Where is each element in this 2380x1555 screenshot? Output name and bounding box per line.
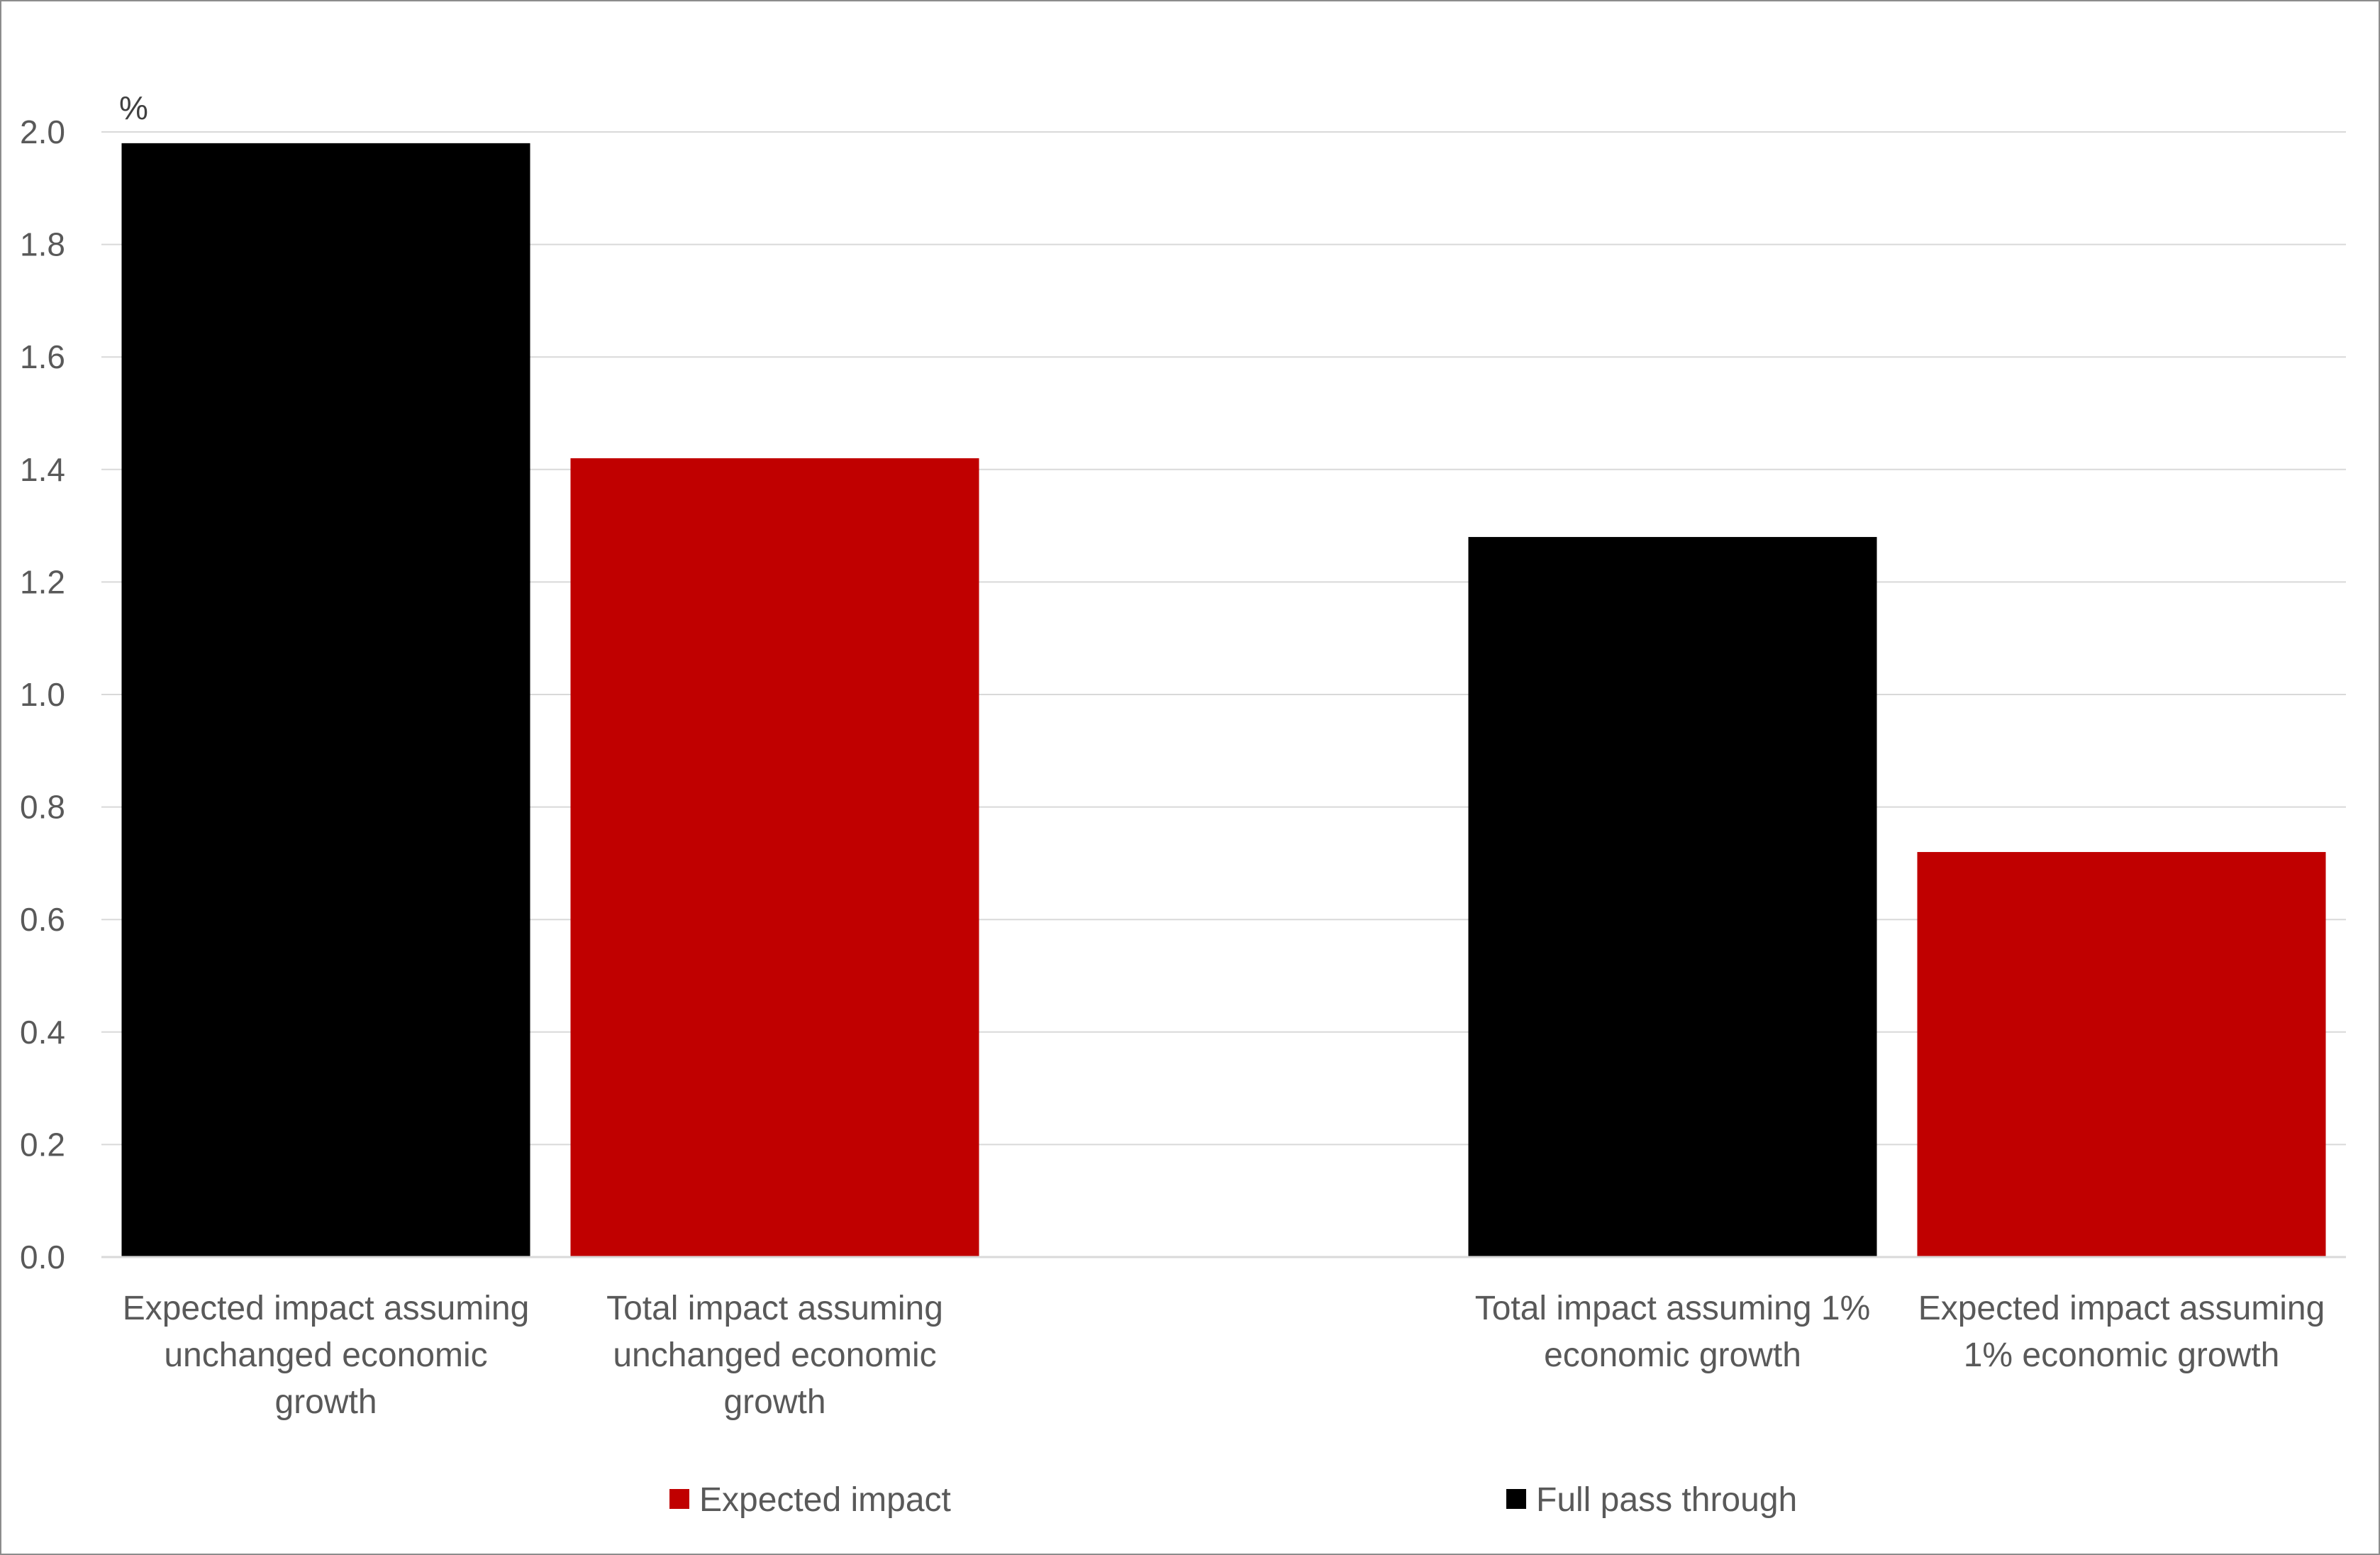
y-tick-label: 2.0 — [20, 114, 65, 150]
category-label: economic growth — [1544, 1337, 1801, 1374]
category-label: Total impact assuming 1% — [1475, 1290, 1871, 1327]
y-tick-label: 1.4 — [20, 451, 65, 488]
y-tick-label: 1.2 — [20, 563, 65, 600]
bar-full-pass-through — [1468, 536, 1877, 1257]
category-label: growth — [723, 1383, 825, 1421]
y-tick-label: 1.8 — [20, 226, 65, 263]
category-label: unchanged economic — [164, 1337, 487, 1374]
bar-expected-impact — [1917, 852, 2326, 1257]
y-axis-tick-labels: 0.0 0.2 0.4 0.6 0.8 1.0 1.2 1.4 1.6 1.8 2.0 — [20, 114, 65, 1275]
y-tick-label: 0.0 — [20, 1239, 65, 1275]
category-label: Total impact assuming — [606, 1290, 943, 1327]
legend-swatch — [1506, 1489, 1526, 1509]
category-label: unchanged economic — [613, 1337, 936, 1374]
y-tick-label: 0.2 — [20, 1126, 65, 1163]
bar-expected-impact — [570, 458, 979, 1258]
category-label: Expected impact assuming — [123, 1290, 530, 1327]
legend: Expected impact Full pass through — [669, 1481, 1797, 1519]
category-label: growth — [274, 1383, 377, 1421]
y-tick-label: 1.0 — [20, 676, 65, 713]
legend-label: Expected impact — [699, 1481, 951, 1519]
y-tick-label: 0.6 — [20, 901, 65, 938]
y-tick-label: 0.4 — [20, 1014, 65, 1051]
y-tick-label: 0.8 — [20, 789, 65, 826]
bar-full-pass-through — [121, 143, 530, 1258]
legend-label: Full pass through — [1536, 1481, 1797, 1519]
bars — [121, 143, 2326, 1258]
legend-swatch — [669, 1489, 689, 1509]
category-labels: Expected impact assuming unchanged econom… — [123, 1290, 2325, 1421]
category-label: 1% economic growth — [1964, 1337, 2280, 1374]
y-tick-label: 1.6 — [20, 338, 65, 375]
y-axis-unit-label: % — [119, 89, 148, 126]
category-label: Expected impact assuming — [1918, 1290, 2325, 1327]
